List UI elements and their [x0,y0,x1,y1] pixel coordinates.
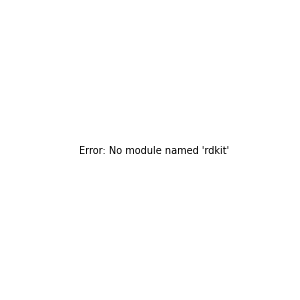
Text: Error: No module named 'rdkit': Error: No module named 'rdkit' [79,146,229,157]
